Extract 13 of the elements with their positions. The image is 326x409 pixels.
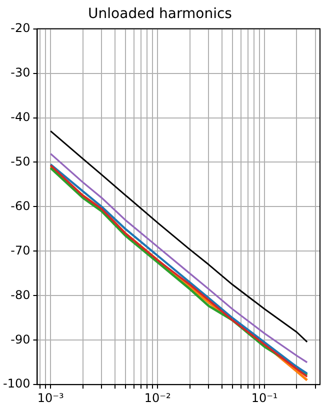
- y-tick-label: -50: [10, 154, 30, 168]
- y-tick-label: -20: [10, 20, 30, 35]
- y-tick-label: -80: [10, 288, 30, 302]
- y-tick-label: -100: [3, 376, 30, 391]
- x-tick-label: 10⁻³: [37, 390, 64, 405]
- y-tick-label: -70: [10, 243, 30, 258]
- y-tick-label: -30: [10, 65, 30, 80]
- y-tick-label: -40: [10, 110, 30, 124]
- chart-title: Unloaded harmonics: [88, 6, 232, 22]
- x-tick-label: 10⁻²: [144, 390, 171, 405]
- y-tick-label: -90: [10, 332, 30, 346]
- x-tick-label: 10⁻¹: [251, 390, 278, 405]
- y-tick-label: -60: [10, 198, 30, 213]
